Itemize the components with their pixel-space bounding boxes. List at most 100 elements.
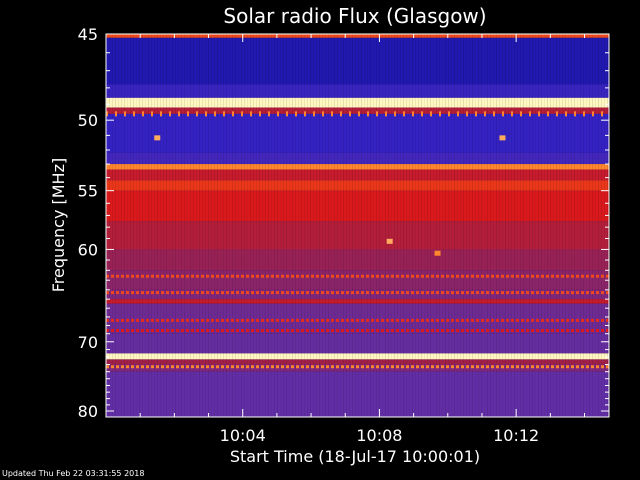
time-stripe [487, 34, 488, 417]
time-stripe [322, 34, 323, 417]
frequency-band [106, 180, 609, 191]
frequency-band [106, 107, 609, 114]
time-stripe [379, 34, 380, 417]
time-stripe [262, 34, 263, 417]
time-stripe [337, 34, 338, 417]
time-stripe [202, 34, 203, 417]
time-stripe [382, 34, 383, 417]
time-stripe [427, 34, 428, 417]
time-stripe [316, 34, 317, 417]
time-stripe [508, 34, 509, 417]
hot-spot [434, 250, 441, 256]
time-stripe [349, 34, 350, 417]
time-stripe [310, 34, 311, 417]
time-stripe [334, 34, 335, 417]
y-tick-label: 55 [78, 182, 98, 201]
time-stripe [271, 34, 272, 417]
time-stripe [475, 34, 476, 417]
time-stripe [457, 34, 458, 417]
time-stripe [394, 34, 395, 417]
time-stripe [187, 34, 188, 417]
time-stripe [559, 34, 560, 417]
time-stripe [391, 34, 392, 417]
frequency-band [106, 84, 609, 98]
time-stripe [586, 34, 587, 417]
time-stripe [214, 34, 215, 417]
frequency-band [106, 359, 609, 365]
time-stripe [184, 34, 185, 417]
hot-spot [154, 135, 161, 141]
time-stripe [430, 34, 431, 417]
time-stripe [511, 34, 512, 417]
time-stripe [157, 34, 158, 417]
time-stripe [604, 34, 605, 417]
time-stripe [562, 34, 563, 417]
time-stripe [523, 34, 524, 417]
time-stripe [583, 34, 584, 417]
time-stripe [232, 34, 233, 417]
frequency-band [106, 113, 609, 153]
time-stripe [361, 34, 362, 417]
frequency-band [106, 152, 609, 165]
x-axis-title: Start Time (18-Jul-17 10:00:01) [230, 447, 480, 466]
time-stripe [328, 34, 329, 417]
x-tick-label: 10:08 [356, 426, 402, 445]
time-stripe [388, 34, 389, 417]
time-stripe [580, 34, 581, 417]
y-tick-label: 80 [78, 402, 98, 421]
time-stripe [358, 34, 359, 417]
time-stripe [325, 34, 326, 417]
time-stripe [499, 34, 500, 417]
time-stripe [478, 34, 479, 417]
time-stripe [301, 34, 302, 417]
time-stripe [211, 34, 212, 417]
time-stripe [166, 34, 167, 417]
time-stripe [598, 34, 599, 417]
time-stripe [367, 34, 368, 417]
time-stripe [403, 34, 404, 417]
time-stripe [595, 34, 596, 417]
plot-frame [105, 33, 610, 418]
x-tick-label: 10:04 [220, 426, 266, 445]
time-stripe [526, 34, 527, 417]
time-stripe [376, 34, 377, 417]
time-stripe [529, 34, 530, 417]
time-stripe [178, 34, 179, 417]
time-stripe [130, 34, 131, 417]
time-stripe [577, 34, 578, 417]
time-stripe [313, 34, 314, 417]
time-stripe [385, 34, 386, 417]
time-stripe [340, 34, 341, 417]
time-stripe [220, 34, 221, 417]
time-stripe [442, 34, 443, 417]
time-stripe [133, 34, 134, 417]
time-stripe [280, 34, 281, 417]
time-stripe [439, 34, 440, 417]
time-stripe [286, 34, 287, 417]
time-stripe [319, 34, 320, 417]
time-stripe [370, 34, 371, 417]
time-stripe [352, 34, 353, 417]
time-stripe [250, 34, 251, 417]
time-stripe [154, 34, 155, 417]
time-stripe [520, 34, 521, 417]
time-stripe [592, 34, 593, 417]
time-stripe [481, 34, 482, 417]
time-stripe [373, 34, 374, 417]
time-stripe [484, 34, 485, 417]
time-stripe [454, 34, 455, 417]
frequency-band [106, 34, 609, 38]
y-tick-label: 60 [78, 240, 98, 259]
time-stripe [364, 34, 365, 417]
time-stripe [400, 34, 401, 417]
time-stripe [424, 34, 425, 417]
time-stripe [217, 34, 218, 417]
time-stripe [277, 34, 278, 417]
time-stripe [190, 34, 191, 417]
time-stripe [463, 34, 464, 417]
frequency-band [106, 97, 609, 108]
hot-spot [386, 238, 393, 244]
time-stripe [343, 34, 344, 417]
time-stripe [298, 34, 299, 417]
frequency-band [106, 333, 609, 354]
